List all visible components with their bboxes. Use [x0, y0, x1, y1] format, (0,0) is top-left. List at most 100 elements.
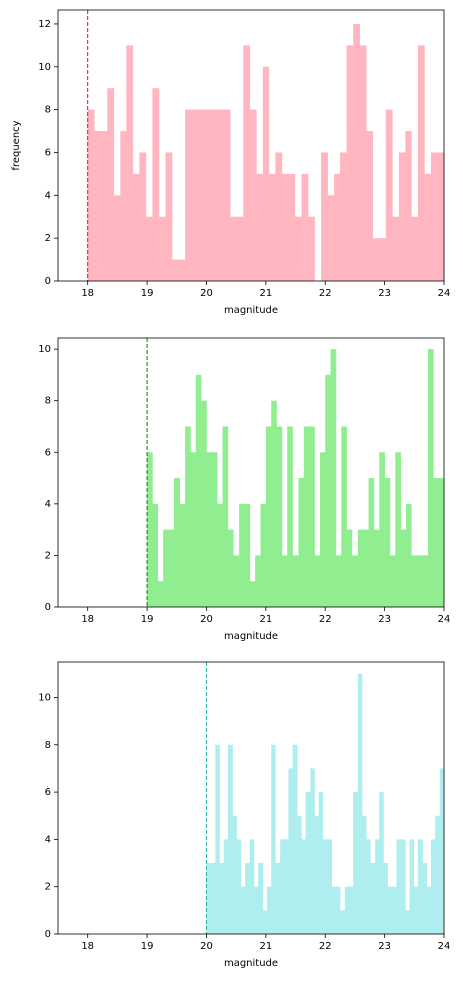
bar	[287, 426, 293, 607]
bar	[258, 863, 264, 934]
bar	[357, 529, 364, 607]
bar	[303, 426, 310, 607]
bar	[222, 426, 229, 607]
bar	[204, 109, 211, 281]
bar	[210, 109, 218, 281]
bar	[292, 744, 298, 934]
bar	[370, 863, 376, 934]
y-tick-label: 10	[38, 692, 51, 703]
bar	[334, 173, 341, 281]
x-axis-label: magnitude	[224, 305, 278, 316]
bar	[379, 238, 387, 281]
x-tick-label: 21	[259, 614, 272, 625]
bar	[331, 886, 337, 934]
bar	[275, 863, 281, 934]
bar	[232, 815, 238, 934]
bar	[373, 529, 380, 607]
bar	[239, 503, 245, 607]
bar	[211, 452, 218, 607]
bar	[245, 863, 251, 934]
bar	[197, 109, 205, 281]
y-tick-label: 10	[38, 62, 51, 73]
bar	[94, 131, 102, 281]
bar	[292, 555, 299, 607]
bar	[426, 886, 432, 934]
bar	[294, 216, 302, 281]
bar	[206, 863, 211, 934]
bar	[409, 839, 415, 934]
bar	[395, 452, 401, 607]
bar	[227, 744, 233, 934]
bar	[201, 400, 207, 607]
bar	[427, 349, 434, 607]
y-tick-label: 6	[45, 447, 51, 458]
bar	[435, 815, 441, 934]
bar	[417, 45, 425, 281]
y-tick-label: 8	[45, 740, 51, 751]
bar	[318, 792, 324, 934]
bar	[346, 45, 354, 281]
bar	[383, 863, 388, 934]
bar	[319, 452, 326, 607]
bar	[256, 173, 264, 281]
x-tick-label: 23	[378, 288, 391, 299]
bar	[157, 581, 164, 607]
bar	[206, 452, 213, 607]
bar	[372, 238, 380, 281]
y-tick-label: 4	[45, 190, 51, 201]
bar	[210, 863, 216, 934]
bar	[271, 744, 276, 934]
y-tick-label: 2	[45, 550, 51, 561]
bar	[411, 555, 418, 607]
bar	[260, 503, 267, 607]
bar	[267, 886, 272, 934]
bar	[405, 910, 410, 934]
bar	[195, 374, 202, 607]
bar	[249, 581, 256, 607]
bar	[341, 426, 347, 607]
bar	[219, 863, 224, 934]
bar	[132, 173, 140, 281]
bar	[178, 259, 186, 281]
bar	[366, 839, 371, 934]
bar	[185, 109, 192, 281]
y-tick-label: 10	[38, 344, 51, 355]
bar	[340, 152, 347, 281]
bar	[439, 768, 445, 934]
bar	[405, 503, 412, 607]
y-tick-label: 4	[45, 834, 51, 845]
bar	[284, 839, 289, 934]
bar	[433, 478, 439, 607]
bar	[392, 886, 397, 934]
bar	[411, 216, 419, 281]
bar	[236, 216, 244, 281]
bar	[255, 555, 261, 607]
bar	[165, 152, 173, 281]
bar	[405, 131, 412, 281]
bar	[223, 109, 231, 281]
bar	[400, 839, 406, 934]
bar	[430, 839, 436, 934]
axes-frame	[57, 661, 445, 935]
bar	[236, 839, 242, 934]
bar	[322, 839, 328, 934]
bar	[305, 792, 311, 934]
bar	[230, 216, 238, 281]
bar	[327, 839, 333, 934]
bar	[233, 555, 240, 607]
bar	[438, 478, 445, 607]
x-tick-label: 22	[319, 288, 332, 299]
bar	[173, 478, 181, 607]
bar	[107, 88, 115, 282]
bar	[87, 109, 95, 281]
x-tick-label: 20	[200, 614, 213, 625]
bar	[359, 45, 367, 281]
bar	[281, 173, 289, 281]
y-tick-label: 2	[45, 882, 51, 893]
y-tick-label: 6	[45, 787, 51, 798]
bar	[301, 839, 306, 934]
